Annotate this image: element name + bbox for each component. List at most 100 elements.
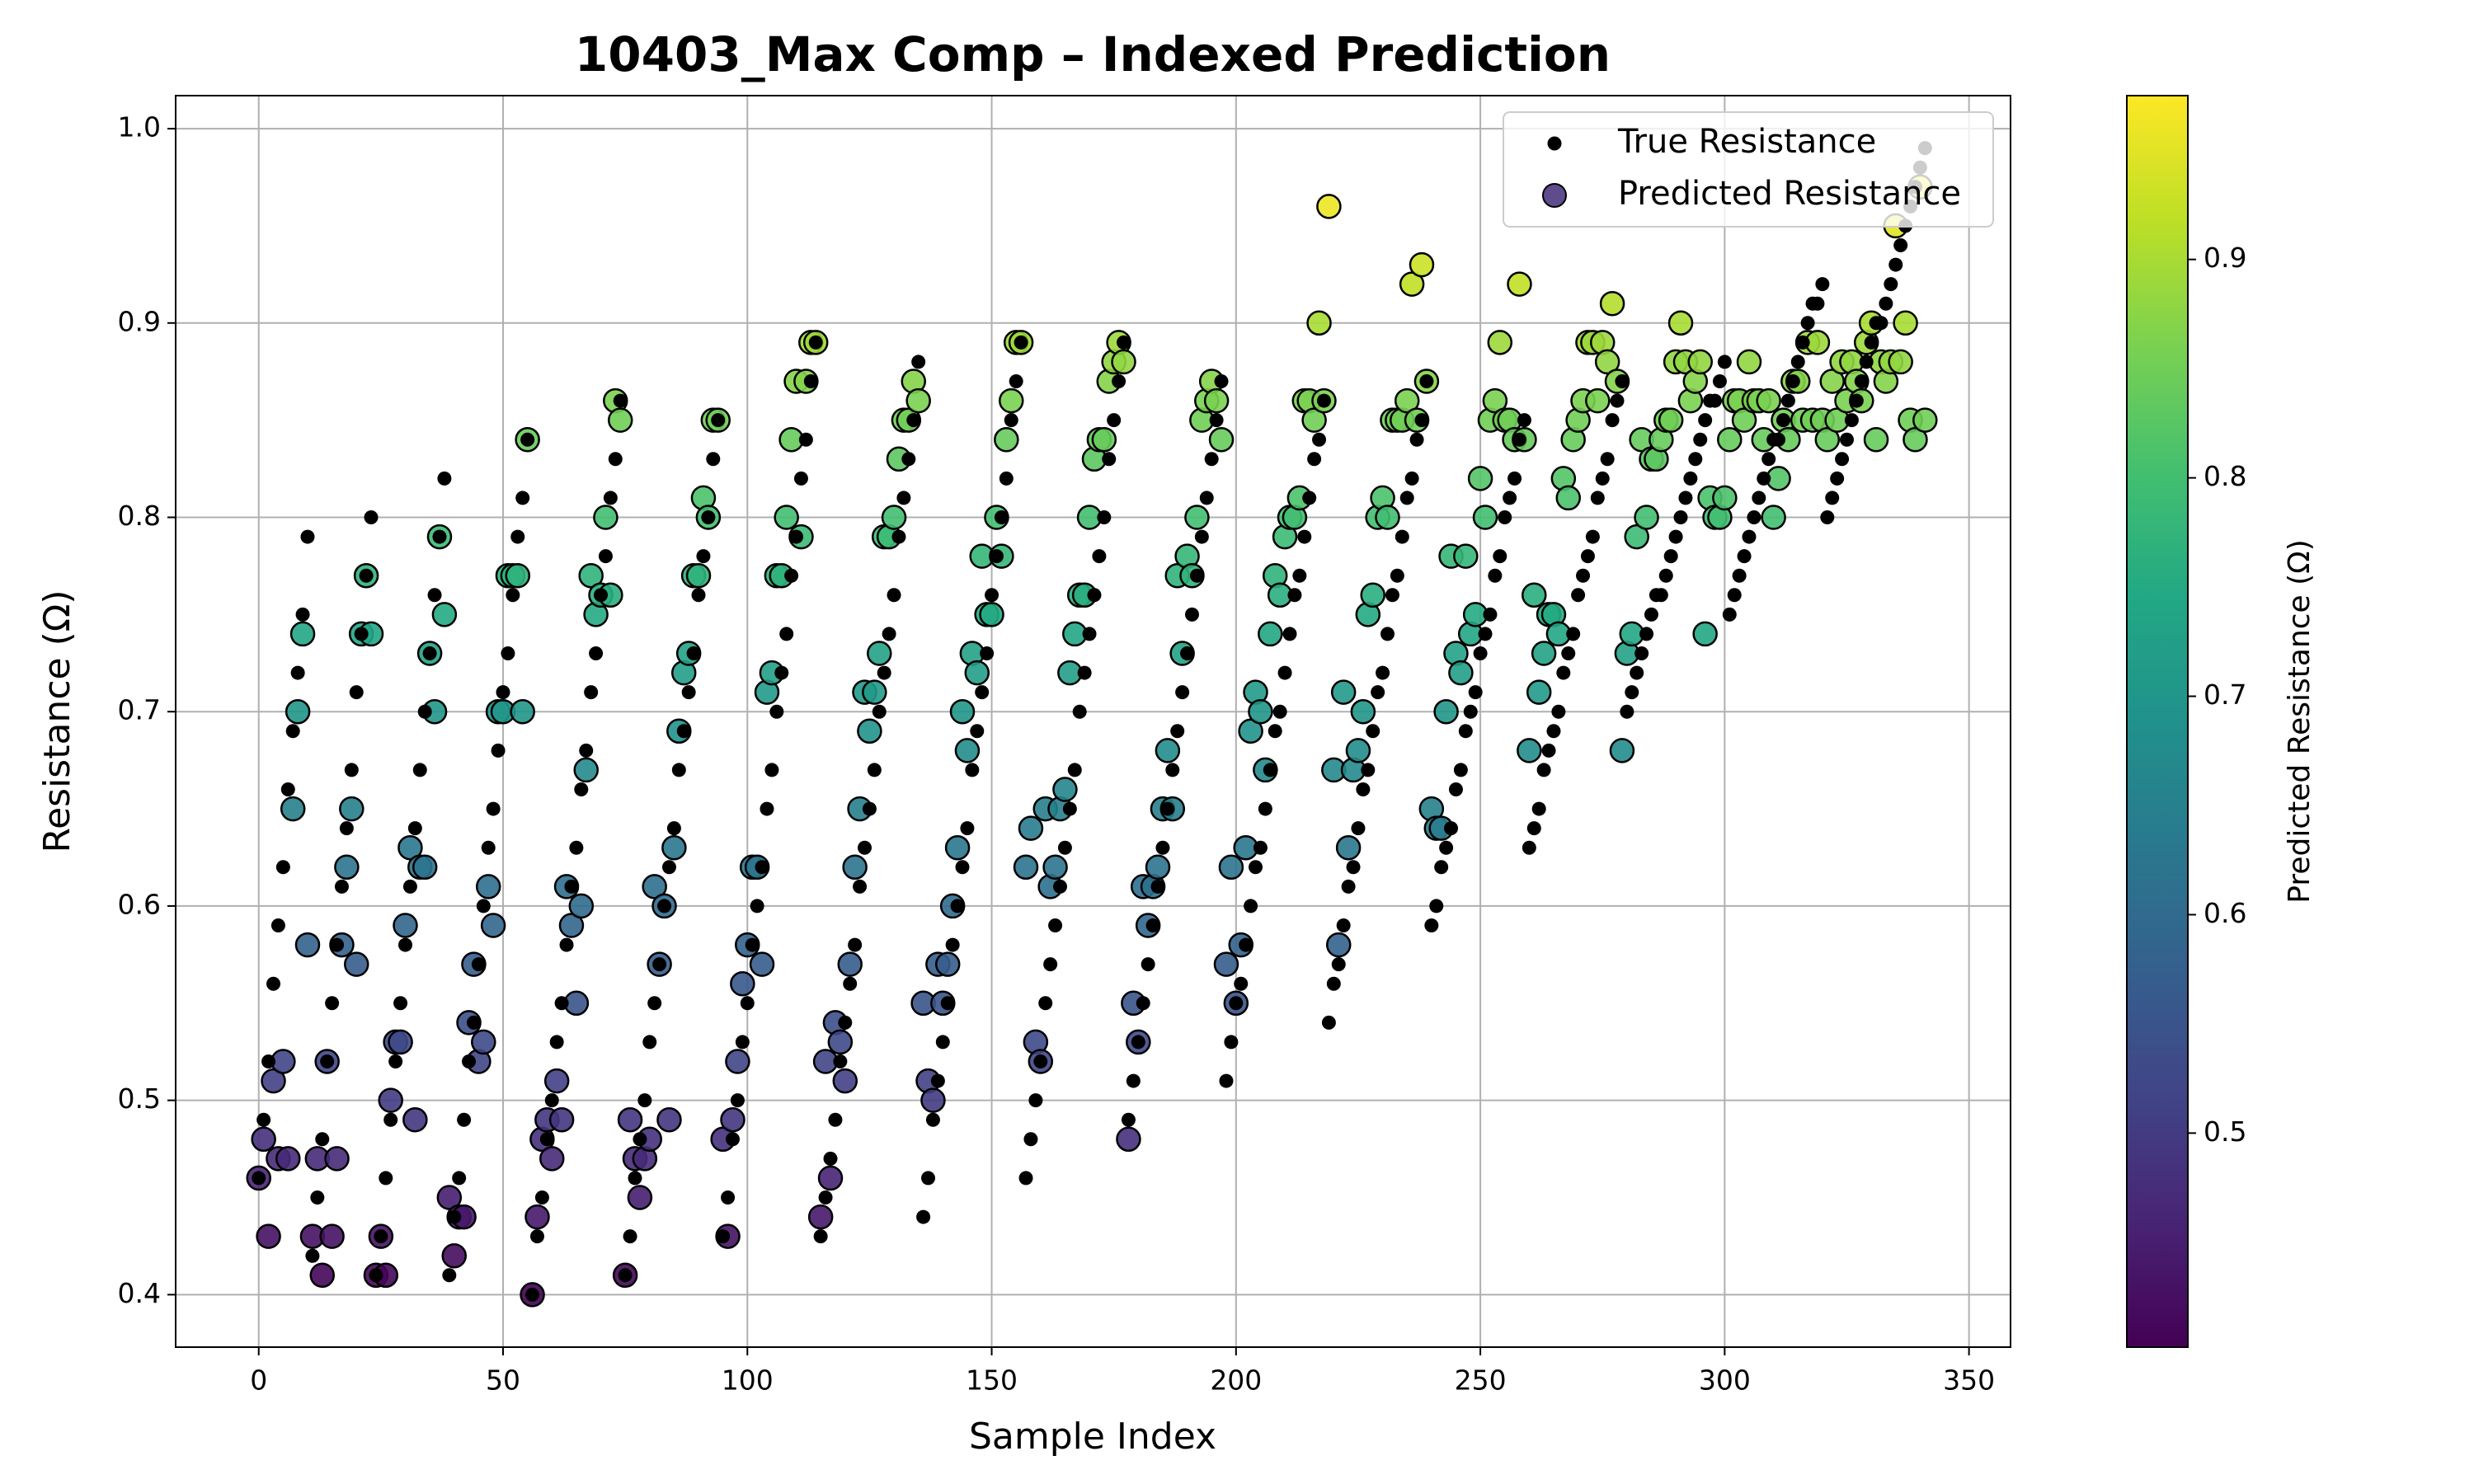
- predicted-point: [1736, 349, 1762, 375]
- true-point: [1517, 413, 1531, 428]
- true-point: [848, 937, 863, 952]
- true-point: [1155, 840, 1170, 855]
- true-point: [1785, 374, 1800, 388]
- predicted-point: [1522, 582, 1547, 608]
- true-point: [310, 1190, 325, 1205]
- true-point: [1693, 432, 1708, 447]
- predicted-point: [1687, 349, 1713, 375]
- true-point: [1498, 510, 1512, 524]
- true-point: [843, 976, 858, 991]
- true-point: [1107, 413, 1122, 428]
- true-point: [681, 685, 696, 700]
- y-tick-label: 0.6: [118, 888, 161, 920]
- true-point: [1556, 665, 1571, 680]
- predicted-point: [842, 854, 868, 881]
- x-tick-label: 0: [250, 1364, 267, 1397]
- predicted-point: [339, 796, 365, 822]
- predicted-point: [1330, 679, 1357, 705]
- true-point: [935, 1035, 950, 1050]
- y-tick-label: 0.7: [118, 694, 161, 726]
- true-point: [1771, 432, 1786, 447]
- legend-label: True Resistance: [1617, 123, 1876, 161]
- true-point: [857, 840, 872, 855]
- true-point: [1341, 879, 1356, 894]
- true-point: [383, 1112, 398, 1127]
- predicted-point: [1888, 349, 1913, 375]
- predicted-point: [1375, 505, 1400, 530]
- true-point: [671, 763, 686, 777]
- true-point: [1282, 627, 1297, 641]
- true-point: [1312, 432, 1327, 447]
- legend-marker: [1547, 136, 1562, 151]
- predicted-point: [1360, 582, 1385, 608]
- predicted-point: [807, 1204, 834, 1230]
- predicted-point: [1409, 251, 1435, 278]
- true-point: [285, 724, 300, 739]
- true-point: [569, 840, 584, 855]
- true-point: [798, 432, 813, 447]
- predicted-point: [593, 505, 618, 530]
- true-point: [1625, 685, 1639, 700]
- true-point: [921, 1171, 936, 1186]
- predicted-point: [1531, 641, 1557, 666]
- true-point: [1512, 432, 1526, 447]
- true-point: [1199, 491, 1214, 505]
- true-point: [1336, 918, 1351, 932]
- predicted-point: [1761, 505, 1786, 530]
- true-point: [1097, 510, 1112, 524]
- true-point: [1653, 588, 1668, 603]
- true-point: [1698, 413, 1713, 428]
- true-point: [564, 879, 579, 894]
- true-point: [1800, 316, 1815, 331]
- true-point: [1752, 491, 1766, 505]
- true-point: [1380, 627, 1395, 641]
- true-point: [760, 801, 774, 816]
- true-point: [476, 899, 491, 913]
- true-point: [501, 646, 515, 660]
- true-point: [808, 335, 823, 350]
- true-point: [1214, 374, 1229, 388]
- x-tick-label: 250: [1455, 1364, 1507, 1397]
- true-point: [1468, 685, 1483, 700]
- true-point: [1366, 724, 1380, 739]
- predicted-point: [832, 1068, 858, 1094]
- predicted-point: [393, 913, 418, 938]
- true-point: [813, 1229, 828, 1244]
- predicted-point: [1912, 407, 1938, 433]
- true-point: [471, 957, 486, 972]
- true-point: [877, 665, 891, 680]
- true-point: [1810, 296, 1825, 311]
- true-point: [828, 1112, 843, 1127]
- true-point: [349, 685, 364, 700]
- true-point: [256, 1112, 271, 1127]
- true-point: [1615, 374, 1630, 388]
- predicted-point: [774, 505, 799, 530]
- true-point: [1522, 840, 1536, 855]
- predicted-point: [685, 562, 712, 589]
- true-point: [1571, 588, 1586, 603]
- true-point: [916, 1209, 931, 1224]
- predicted-point: [1609, 738, 1635, 763]
- true-point: [676, 724, 691, 739]
- true-point: [1351, 821, 1366, 836]
- predicted-point: [1155, 738, 1181, 763]
- true-point: [1478, 627, 1493, 641]
- true-point: [1316, 393, 1331, 408]
- predicted-point: [1472, 505, 1498, 530]
- true-point: [1057, 840, 1072, 855]
- true-point: [402, 879, 417, 894]
- predicted-point: [548, 1106, 575, 1133]
- true-point: [1165, 763, 1180, 777]
- true-point: [980, 646, 995, 660]
- predicted-point: [1526, 679, 1552, 705]
- true-point: [1072, 704, 1087, 719]
- true-point: [725, 1132, 740, 1147]
- predicted-point: [441, 1242, 467, 1269]
- true-point: [769, 704, 784, 719]
- true-point: [379, 1171, 393, 1186]
- true-point: [642, 1035, 657, 1050]
- predicted-point: [319, 1223, 345, 1249]
- true-point: [1820, 510, 1835, 524]
- true-point: [549, 1035, 564, 1050]
- true-point: [1722, 607, 1737, 622]
